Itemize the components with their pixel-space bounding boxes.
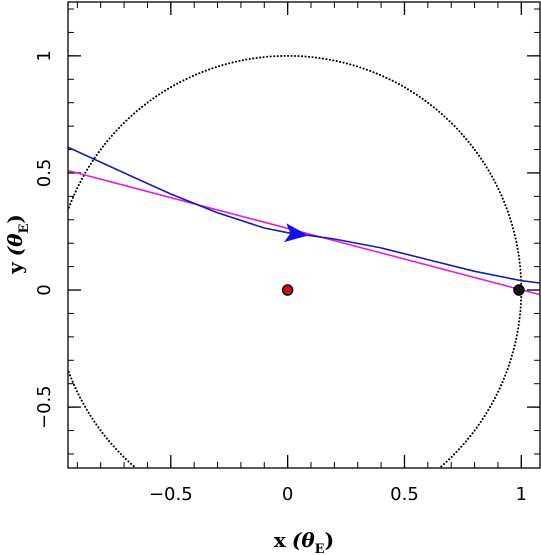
x-axis-label-sub: E: [315, 542, 325, 555]
y-axis-label-main: y: [3, 261, 27, 275]
x-axis-label-close: ): [325, 528, 334, 552]
y-tick-label: −0.5: [34, 385, 55, 429]
x-tick-label: 0.5: [390, 484, 419, 505]
x-axis-label: x (θE): [274, 528, 334, 555]
y-tick-label: 1: [34, 50, 55, 61]
x-tick-label: 1: [516, 484, 527, 505]
lens-point: [281, 284, 294, 296]
x-tick-label: −0.5: [149, 484, 193, 505]
plot-frame: [67, 1, 541, 469]
tick-labels: −0.5 0 0.5 1 −0.5 0 0.5 1: [34, 50, 527, 505]
x-axis-label-theta: (θ: [292, 528, 315, 552]
x-tick-label: 0: [282, 484, 293, 505]
y-axis-label-close: ): [3, 214, 27, 223]
axis-ticks: [68, 2, 540, 468]
y-tick-label: 0.5: [34, 159, 55, 188]
direction-arrow: [284, 223, 309, 243]
companion-point: [513, 284, 525, 296]
y-axis-label: y (θE): [3, 214, 32, 275]
x-axis-label-main: x: [274, 528, 287, 552]
perturbed-trajectory-line: [68, 146, 540, 284]
plot-area: [68, 54, 540, 468]
y-axis-label-sub: E: [17, 223, 32, 233]
straight-trajectory-line: [68, 169, 540, 296]
y-tick-label: 0: [34, 284, 55, 295]
y-axis-label-theta: (θ: [3, 233, 27, 256]
